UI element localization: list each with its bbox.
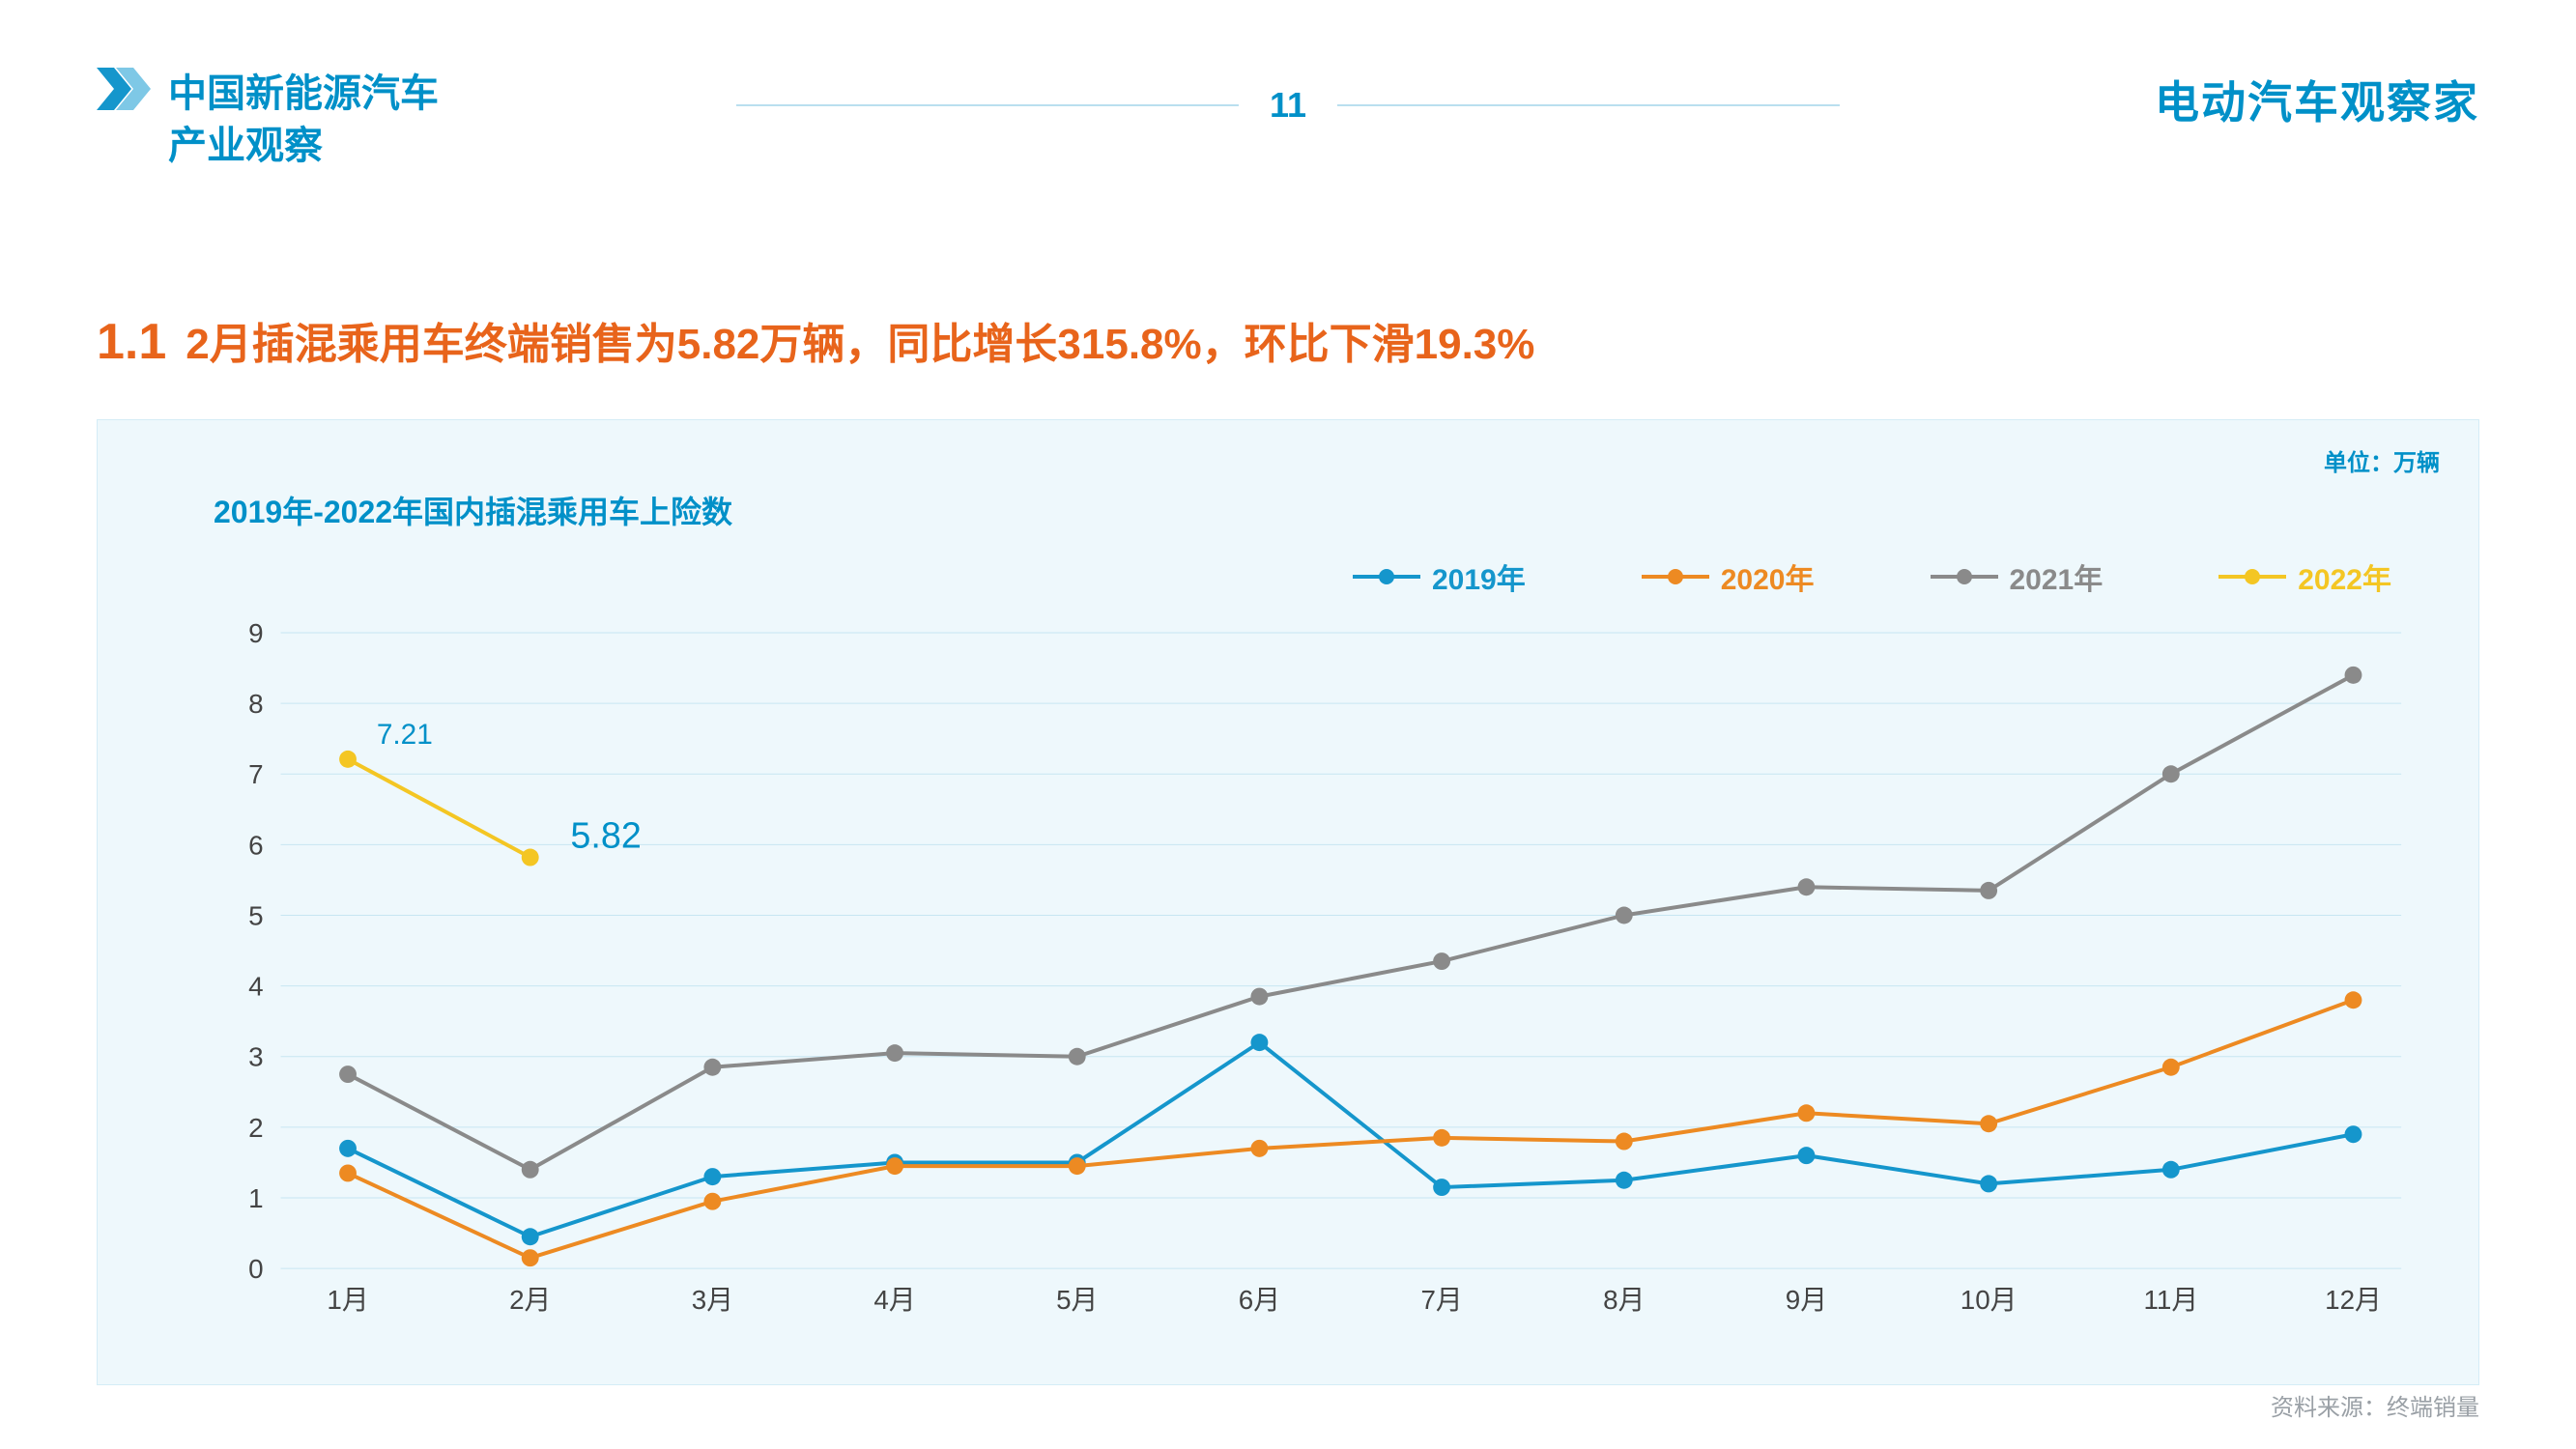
svg-text:7.21: 7.21 [377, 719, 433, 751]
svg-text:5: 5 [248, 900, 263, 930]
header-center: 11 [736, 85, 1840, 126]
svg-text:3月: 3月 [692, 1285, 733, 1315]
header-rule-right [1337, 104, 1840, 106]
legend-swatch [1642, 575, 1709, 579]
legend-item: 2021年 [1931, 555, 2104, 598]
chart-legend: 2019年 2020年 2021年 2022年 [1353, 555, 2391, 598]
legend-label: 2019年 [1432, 555, 1526, 598]
page-number: 11 [1270, 85, 1306, 126]
svg-text:9月: 9月 [1786, 1285, 1827, 1315]
svg-text:5.82: 5.82 [570, 815, 641, 856]
svg-text:8月: 8月 [1603, 1285, 1645, 1315]
svg-text:1: 1 [248, 1183, 263, 1213]
svg-text:1月: 1月 [327, 1285, 368, 1315]
svg-text:7: 7 [248, 759, 263, 789]
source-note: 资料来源：终端销量 [2271, 1388, 2479, 1422]
svg-text:12月: 12月 [2325, 1285, 2382, 1315]
legend-swatch [2218, 575, 2286, 579]
legend-label: 2020年 [1721, 555, 1815, 598]
svg-text:4: 4 [248, 972, 263, 1002]
chart-plot: 0 1 2 3 4 5 6 7 8 9 1月 2月 3月 4月 5月 6月 7月 8月 9月 10月 11月 12月 7.2… [214, 623, 2420, 1326]
svg-text:2: 2 [248, 1113, 263, 1143]
svg-text:6: 6 [248, 830, 263, 860]
brand-logo-text: 电动汽车观察家 [2155, 68, 2479, 131]
header-rule-left [736, 104, 1239, 106]
header-title: 中国新能源汽车 产业观察 [168, 68, 439, 172]
chart-unit-label: 单位：万辆 [2324, 443, 2440, 477]
chevron-icon [97, 68, 151, 110]
legend-item: 2020年 [1642, 555, 1815, 598]
svg-text:4月: 4月 [873, 1285, 915, 1315]
svg-text:8: 8 [248, 689, 263, 719]
legend-item: 2022年 [2218, 555, 2391, 598]
header: 中国新能源汽车 产业观察 11 电动汽车观察家 [97, 68, 2479, 203]
legend-label: 2021年 [2010, 555, 2104, 598]
slide-page: 中国新能源汽车 产业观察 11 电动汽车观察家 1.1 2月插混乘用车终端销售为… [0, 0, 2576, 1449]
chart-panel: 单位：万辆 2019年-2022年国内插混乘用车上险数 2019年2020年20… [97, 419, 2479, 1385]
svg-text:6月: 6月 [1239, 1285, 1280, 1315]
svg-text:0: 0 [248, 1254, 263, 1284]
header-left: 中国新能源汽车 产业观察 [97, 68, 439, 172]
svg-text:11月: 11月 [2143, 1285, 2198, 1315]
chart-title: 2019年-2022年国内插混乘用车上险数 [214, 488, 732, 532]
svg-text:3: 3 [248, 1042, 263, 1072]
svg-text:10月: 10月 [1961, 1285, 2018, 1315]
svg-text:7月: 7月 [1420, 1285, 1462, 1315]
svg-text:9: 9 [248, 623, 263, 648]
section-title: 1.1 2月插混乘用车终端销售为5.82万辆，同比增长315.8%，环比下滑19… [97, 309, 2479, 371]
legend-label: 2022年 [2298, 555, 2391, 598]
header-title-line1: 中国新能源汽车 [168, 68, 439, 120]
section-number: 1.1 [97, 313, 166, 371]
svg-text:5月: 5月 [1056, 1285, 1098, 1315]
legend-swatch [1931, 575, 1998, 579]
section-text: 2月插混乘用车终端销售为5.82万辆，同比增长315.8%，环比下滑19.3% [186, 309, 1534, 371]
legend-item: 2019年 [1353, 555, 1526, 598]
legend-swatch [1353, 575, 1420, 579]
svg-text:2月: 2月 [509, 1285, 551, 1315]
header-title-line2: 产业观察 [168, 120, 439, 172]
